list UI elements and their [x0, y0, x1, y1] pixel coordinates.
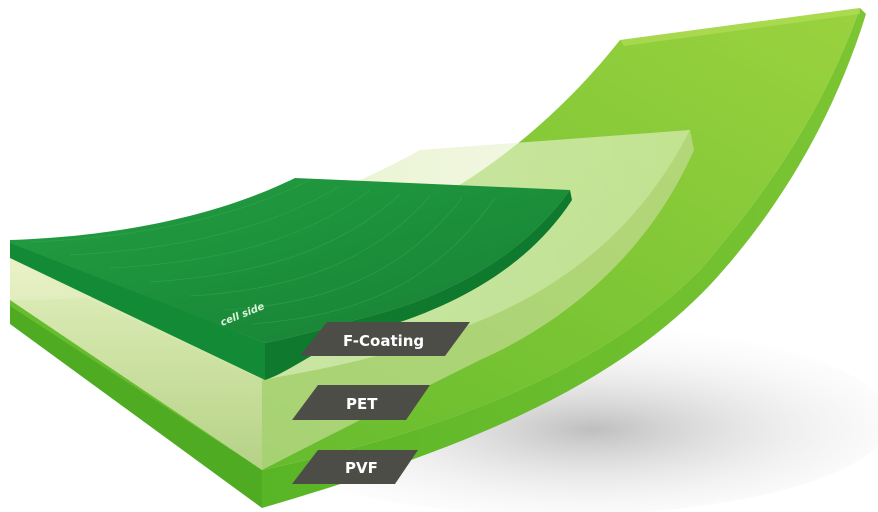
- label-pet-tag: [292, 385, 430, 420]
- pvf-highlight: [620, 8, 860, 46]
- label-f-coating: F-Coating: [300, 322, 470, 356]
- label-pvf-text: PVF: [345, 459, 378, 477]
- label-pet-text: PET: [346, 395, 378, 413]
- label-f-coating-tag: [300, 322, 470, 356]
- label-pet: PET: [292, 385, 430, 420]
- f-coating-top-surface: [10, 178, 570, 343]
- f-coating-stripes: [29, 179, 496, 325]
- pvf-front-edge: [10, 306, 262, 508]
- label-pvf: PVF: [292, 450, 418, 484]
- pet-front-edge: [10, 258, 262, 470]
- label-pvf-tag: [292, 450, 418, 484]
- f-coating-front-edge: [10, 243, 265, 380]
- label-f-coating-text: F-Coating: [343, 332, 424, 350]
